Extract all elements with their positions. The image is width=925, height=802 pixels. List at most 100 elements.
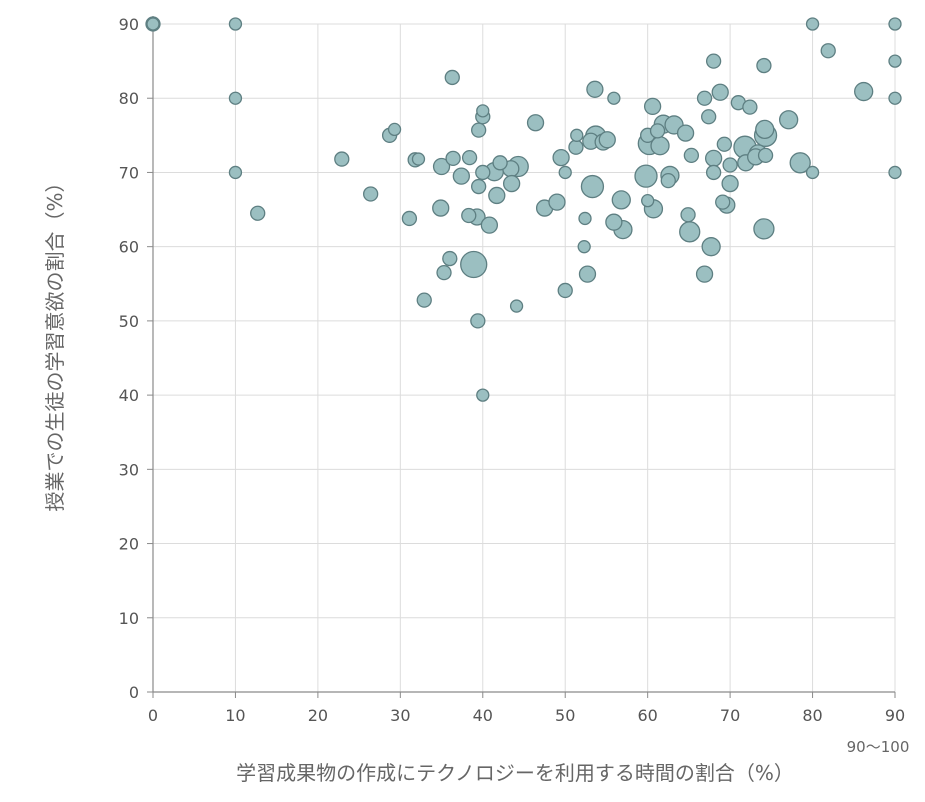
bubble-point	[711, 83, 729, 101]
bubble-point	[715, 194, 731, 210]
bubble-point	[452, 167, 470, 185]
bubble-point	[570, 128, 584, 142]
bubble-point	[755, 119, 775, 140]
y-axis-title: 授業での生徒の学習意欲の割合（%）	[43, 172, 67, 511]
bubble-point	[411, 152, 426, 166]
bubble-point	[696, 90, 713, 106]
bubble-point	[789, 152, 811, 174]
bubble-point	[475, 164, 491, 181]
bubble-point	[228, 165, 243, 180]
bubble-point	[334, 151, 350, 167]
y-tick-label: 70	[119, 163, 139, 182]
x-tick-label: 0	[148, 706, 158, 725]
bubble-point	[756, 57, 772, 74]
bubble-point	[471, 178, 487, 195]
bubble-point	[568, 139, 584, 155]
bubble-point	[442, 250, 458, 267]
data-points	[145, 16, 902, 402]
x-tick-label: 20	[308, 706, 328, 725]
bubble-point	[416, 292, 432, 308]
bubble-point	[888, 165, 902, 180]
bubble-point	[526, 114, 545, 132]
bubble-point	[502, 174, 521, 193]
bubble-point	[476, 104, 490, 118]
bubble-point	[445, 150, 461, 166]
y-tick-label: 60	[119, 238, 139, 257]
bubble-point	[888, 17, 902, 31]
bubble-point	[470, 313, 486, 329]
bubble-point	[228, 17, 243, 31]
bubble-point	[586, 80, 604, 98]
bubble-point	[679, 221, 701, 243]
bubble-point	[649, 123, 666, 139]
x-tick-label: 50	[555, 706, 575, 725]
bubble-point	[641, 193, 655, 208]
y-tick-label: 90	[119, 15, 139, 34]
x-axis-note: 90～100	[847, 738, 910, 756]
bubble-point	[820, 43, 836, 59]
x-tick-label: 80	[802, 706, 822, 725]
bubble-point	[742, 99, 758, 115]
bubble-point	[704, 149, 723, 167]
bubble-point	[888, 54, 902, 68]
bubble-point	[716, 136, 732, 152]
bubble-point	[753, 218, 775, 240]
bubble-point	[634, 164, 658, 188]
bubble-point	[778, 110, 799, 130]
bubble-point	[558, 165, 572, 180]
bubble-point	[577, 240, 591, 254]
bubble-point	[598, 131, 616, 149]
bubble-point	[695, 265, 714, 283]
x-tick-label: 30	[390, 706, 410, 725]
y-tick-label: 50	[119, 312, 139, 331]
bubble-point	[578, 211, 592, 226]
bubble-point	[488, 186, 506, 205]
bubble-point	[476, 388, 490, 402]
x-tick-label: 40	[473, 706, 493, 725]
x-tick-label: 70	[720, 706, 740, 725]
x-tick-label: 10	[225, 706, 245, 725]
y-tick-label: 80	[119, 89, 139, 108]
bubble-point	[683, 147, 700, 164]
bubble-point	[757, 147, 774, 164]
bubble-point	[480, 216, 499, 234]
bubble-point	[580, 174, 605, 199]
bubble-point	[460, 250, 488, 279]
x-tick-label: 90	[885, 706, 905, 725]
bubble-point	[552, 148, 570, 167]
bubble-point	[461, 149, 478, 166]
bubble-point	[888, 91, 902, 105]
bubble-point	[387, 122, 402, 137]
bubble-point	[705, 53, 722, 69]
bubble-point	[643, 97, 662, 116]
axes	[147, 16, 896, 698]
bubble-point	[432, 199, 450, 217]
bubble-point	[701, 237, 721, 257]
x-tick-label: 60	[637, 706, 657, 725]
y-tick-label: 30	[119, 460, 139, 479]
bubble-point	[509, 299, 524, 313]
bubble-point	[401, 210, 418, 227]
bubble-point	[607, 91, 621, 105]
bubble-point	[471, 122, 487, 138]
bubble-point	[660, 172, 676, 189]
y-tick-label: 20	[119, 535, 139, 554]
bubble-point	[676, 124, 695, 142]
bubble-point	[492, 155, 508, 171]
bubble-point	[461, 207, 477, 224]
bubble-point	[721, 174, 739, 193]
y-tick-label: 0	[129, 683, 139, 702]
bubble-point	[680, 207, 696, 223]
bubble-point	[805, 165, 820, 180]
bubble-point	[436, 264, 452, 281]
bubble-point	[363, 186, 379, 202]
y-tick-label: 10	[119, 609, 139, 628]
bubble-point	[605, 213, 623, 231]
bubble-point	[228, 91, 243, 105]
bubble-point	[432, 157, 451, 176]
bubble-point	[611, 190, 631, 210]
bubble-point	[548, 193, 566, 211]
bubble-point	[854, 81, 874, 102]
